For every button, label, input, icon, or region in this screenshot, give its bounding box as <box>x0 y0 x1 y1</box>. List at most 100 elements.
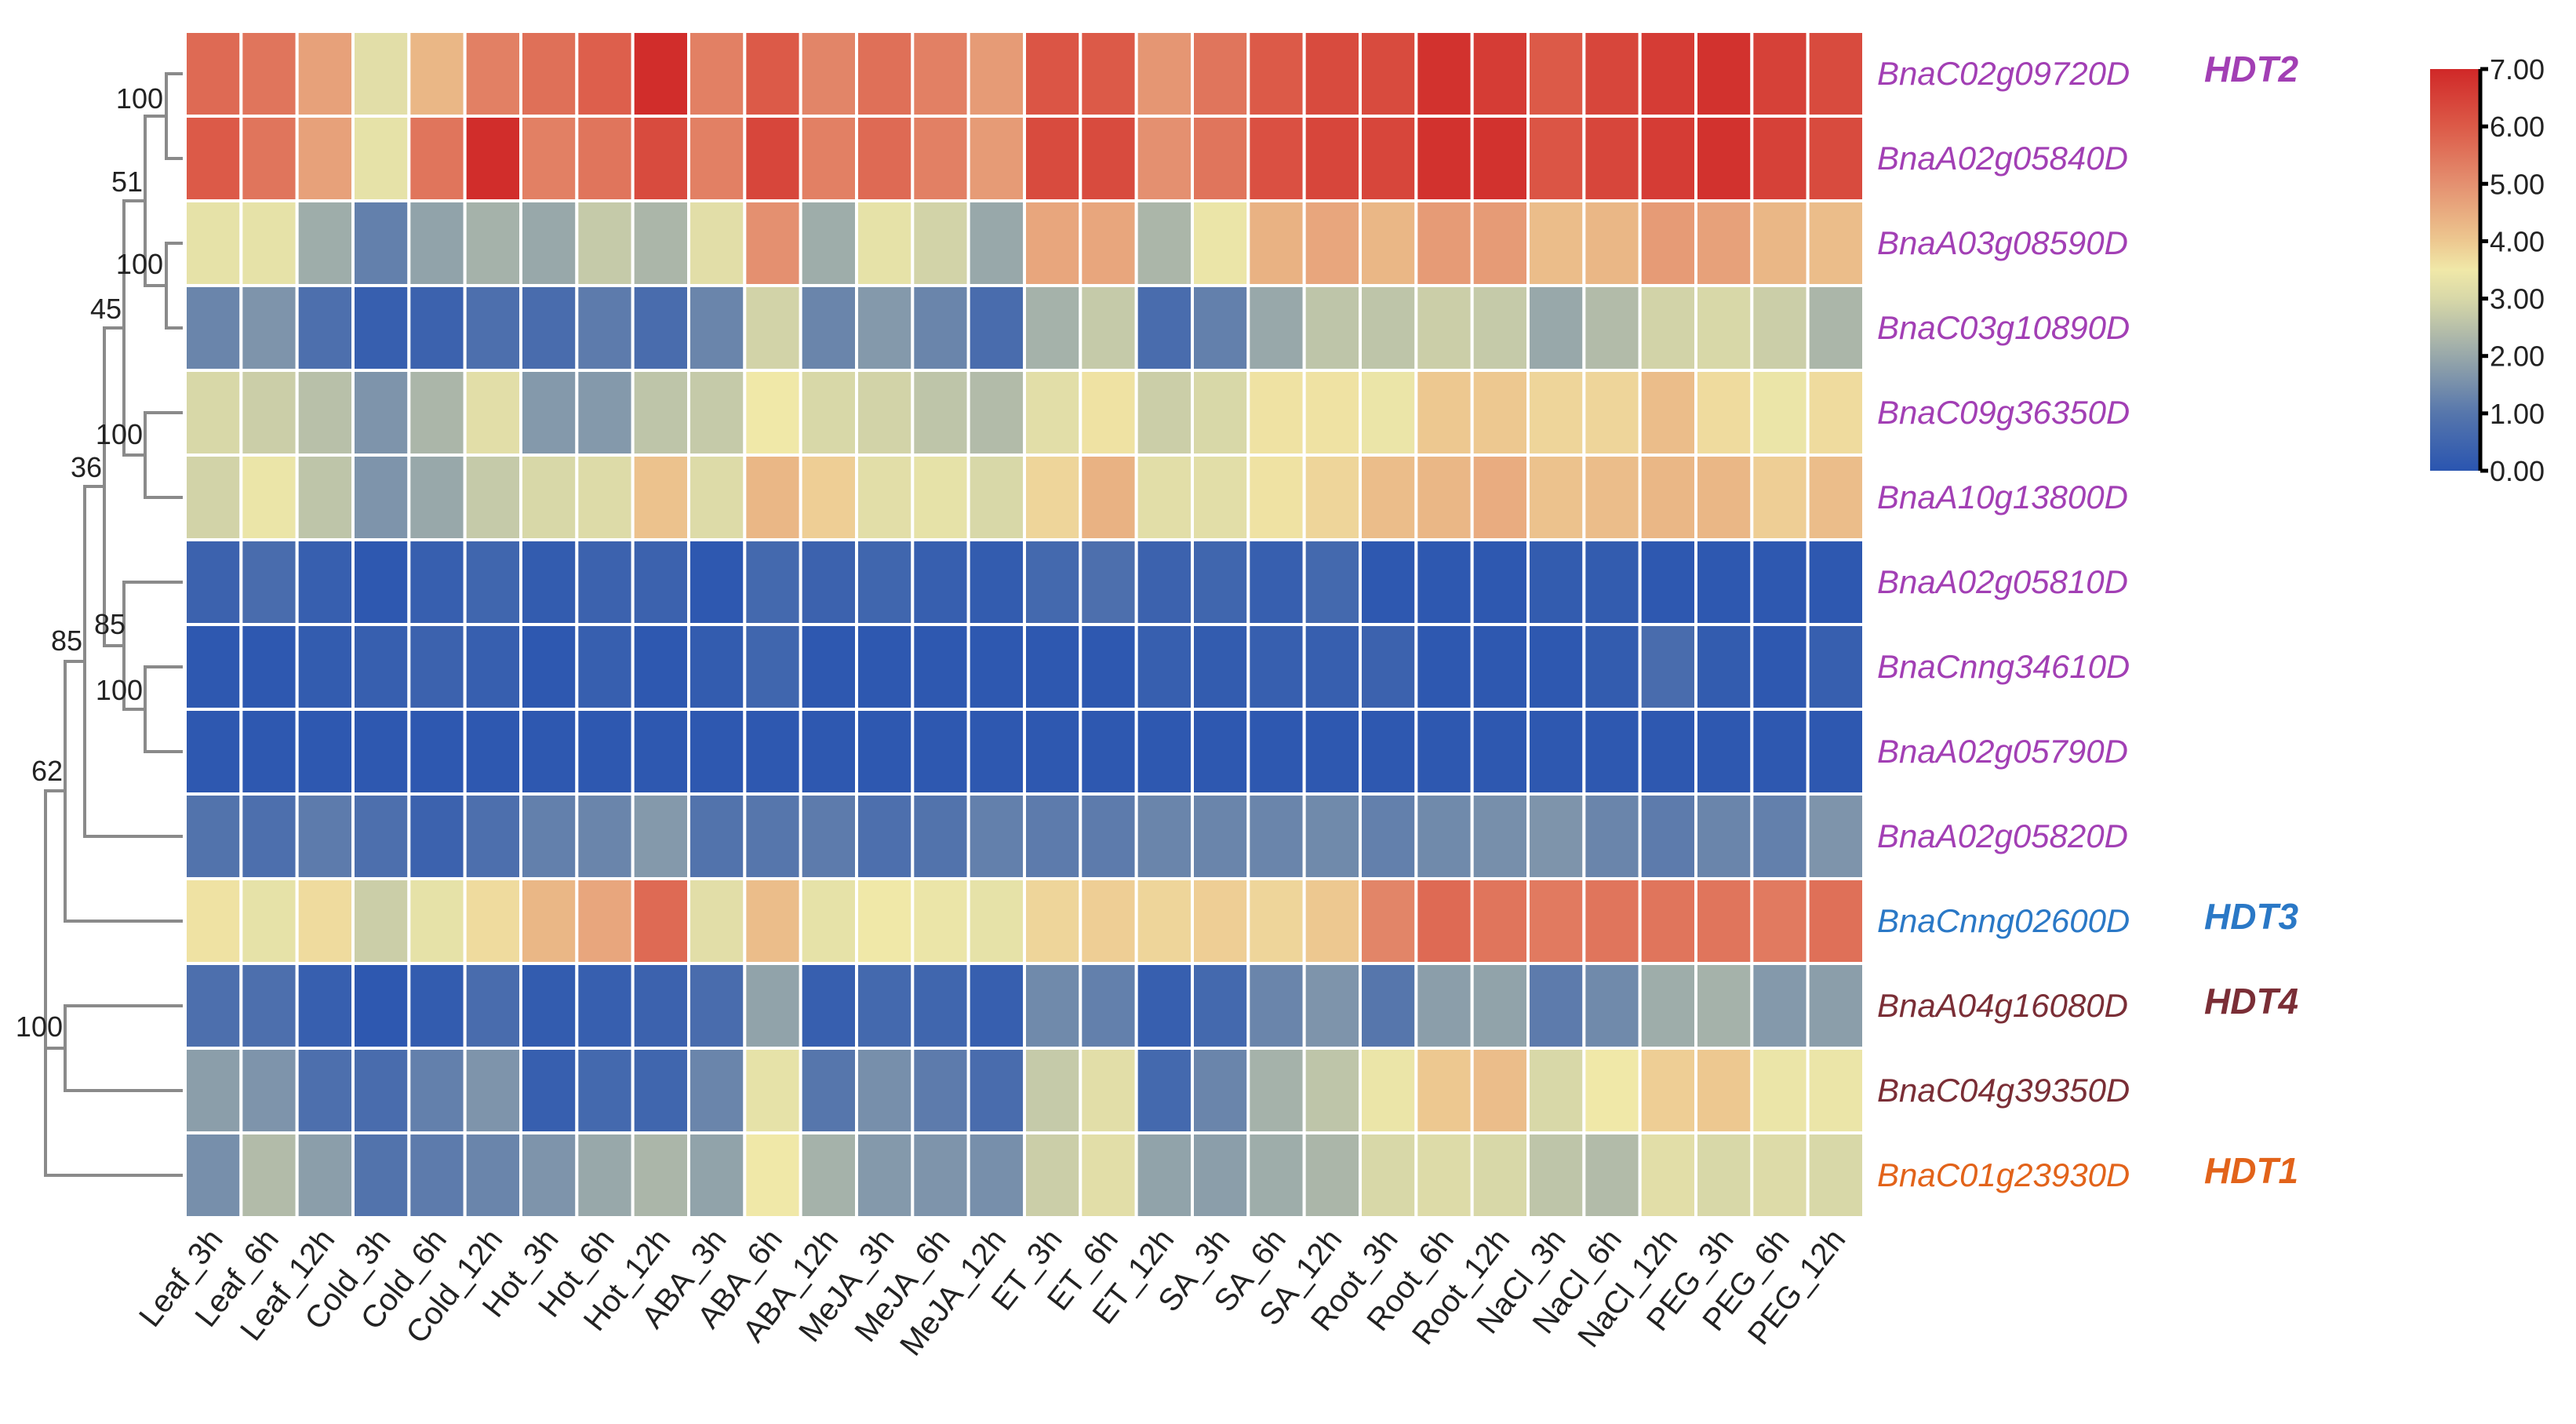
heatmap-cell <box>184 199 243 287</box>
heatmap-cell <box>1302 623 1362 711</box>
heatmap-cell <box>407 453 467 541</box>
subfamily-label: HDT4 <box>2204 981 2298 1022</box>
heatmap-cell <box>1806 284 1866 372</box>
heatmap-cell <box>1023 1047 1082 1134</box>
heatmap-cell <box>1359 115 1418 202</box>
heatmap-cell <box>295 962 355 1050</box>
heatmap-cell <box>184 792 243 880</box>
heatmap-cell <box>966 115 1026 202</box>
heatmap-cell <box>1806 30 1866 118</box>
heatmap-cell <box>966 1131 1026 1219</box>
color-scale-tick-label: 6.00 <box>2490 111 2545 143</box>
heatmap-cell <box>1470 623 1530 711</box>
heatmap-cell <box>519 284 579 372</box>
heatmap-cell <box>1806 199 1866 287</box>
heatmap-cell <box>1694 538 1754 626</box>
heatmap-cell <box>1359 962 1418 1050</box>
heatmap-cell <box>1023 453 1082 541</box>
heatmap-cell <box>1134 284 1194 372</box>
heatmap-cell <box>463 962 523 1050</box>
heatmap-cell <box>1191 199 1250 287</box>
heatmap-cell <box>1134 369 1194 457</box>
heatmap-cell <box>911 115 970 202</box>
heatmap-cell <box>575 623 635 711</box>
heatmap-cell <box>1023 623 1082 711</box>
heatmap-cell <box>1246 30 1306 118</box>
subfamily-label: HDT2 <box>2204 49 2299 89</box>
heatmap-cell <box>1079 1047 1138 1134</box>
heatmap-cell <box>1414 1047 1474 1134</box>
heatmap-cell <box>855 30 915 118</box>
heatmap-cell <box>575 962 635 1050</box>
heatmap-cell <box>1582 284 1642 372</box>
heatmap-cell <box>519 962 579 1050</box>
heatmap-cell <box>1079 453 1138 541</box>
heatmap-cell <box>184 30 243 118</box>
heatmap-cell <box>463 708 523 796</box>
heatmap-cell <box>1191 369 1250 457</box>
heatmap-cell <box>575 1131 635 1219</box>
heatmap-cell <box>1302 538 1362 626</box>
heatmap-cell <box>1191 877 1250 965</box>
gene-label: BnaA04g16080D <box>1877 987 2128 1024</box>
heatmap-cell <box>1470 877 1530 965</box>
heatmap-cell <box>575 453 635 541</box>
heatmap-cell <box>351 708 411 796</box>
heatmap-cell <box>1134 115 1194 202</box>
heatmap-cell <box>1079 30 1138 118</box>
heatmap-cell <box>743 199 802 287</box>
heatmap-cell <box>799 623 859 711</box>
heatmap-cell <box>351 30 411 118</box>
heatmap-cell <box>1582 962 1642 1050</box>
heatmap-cell <box>1526 1131 1586 1219</box>
subfamily-label: HDT3 <box>2204 896 2299 937</box>
heatmap-cell <box>1806 1047 1866 1134</box>
heatmap-cell <box>463 284 523 372</box>
heatmap-cell <box>1526 877 1586 965</box>
gene-label: BnaCnng34610D <box>1877 648 2130 685</box>
heatmap-cell <box>1246 453 1306 541</box>
heatmap-cell <box>519 1047 579 1134</box>
heatmap-cell <box>184 1131 243 1219</box>
heatmap-cell <box>1582 115 1642 202</box>
heatmap-cell <box>855 1047 915 1134</box>
heatmap-cell <box>799 284 859 372</box>
heatmap-cell <box>799 1131 859 1219</box>
heatmap-cell <box>184 369 243 457</box>
gene-labels: BnaC02g09720D HDT2 BnaA02g05840D BnaA03g085… <box>1877 49 2299 1193</box>
heatmap-cell <box>575 877 635 965</box>
heatmap-cell <box>1414 623 1474 711</box>
heatmap-cell <box>1414 877 1474 965</box>
gene-label: BnaC03g10890D <box>1877 309 2130 346</box>
heatmap-cell <box>1302 284 1362 372</box>
heatmap-cell <box>1134 199 1194 287</box>
heatmap-cell <box>407 199 467 287</box>
heatmap-cell <box>1582 877 1642 965</box>
heatmap-cell <box>1526 623 1586 711</box>
heatmap-cell <box>575 30 635 118</box>
heatmap-cell <box>1302 369 1362 457</box>
heatmap-cell <box>1023 30 1082 118</box>
heatmap-cell <box>1750 538 1810 626</box>
gene-label: BnaC01g23930D <box>1877 1156 2130 1193</box>
heatmap-cell <box>1638 284 1698 372</box>
heatmap-cell <box>463 453 523 541</box>
heatmap-cell <box>1023 538 1082 626</box>
heatmap-cell <box>911 962 970 1050</box>
heatmap-cell <box>1191 1131 1250 1219</box>
heatmap-cell <box>575 199 635 287</box>
heatmap-cell <box>687 962 747 1050</box>
heatmap-cell <box>855 792 915 880</box>
heatmap-cell <box>1750 369 1810 457</box>
heatmap-cell <box>407 708 467 796</box>
heatmap-cell <box>1414 284 1474 372</box>
gene-label: BnaA02g05810D <box>1877 563 2128 600</box>
heatmap-cell <box>1359 1047 1418 1134</box>
heatmap-cell <box>463 792 523 880</box>
heatmap-cell <box>855 538 915 626</box>
heatmap-cell <box>351 538 411 626</box>
heatmap-cell <box>743 30 802 118</box>
gene-label: BnaCnng02600D <box>1877 902 2130 939</box>
heatmap-cell <box>1806 708 1866 796</box>
heatmap-cell <box>631 284 691 372</box>
